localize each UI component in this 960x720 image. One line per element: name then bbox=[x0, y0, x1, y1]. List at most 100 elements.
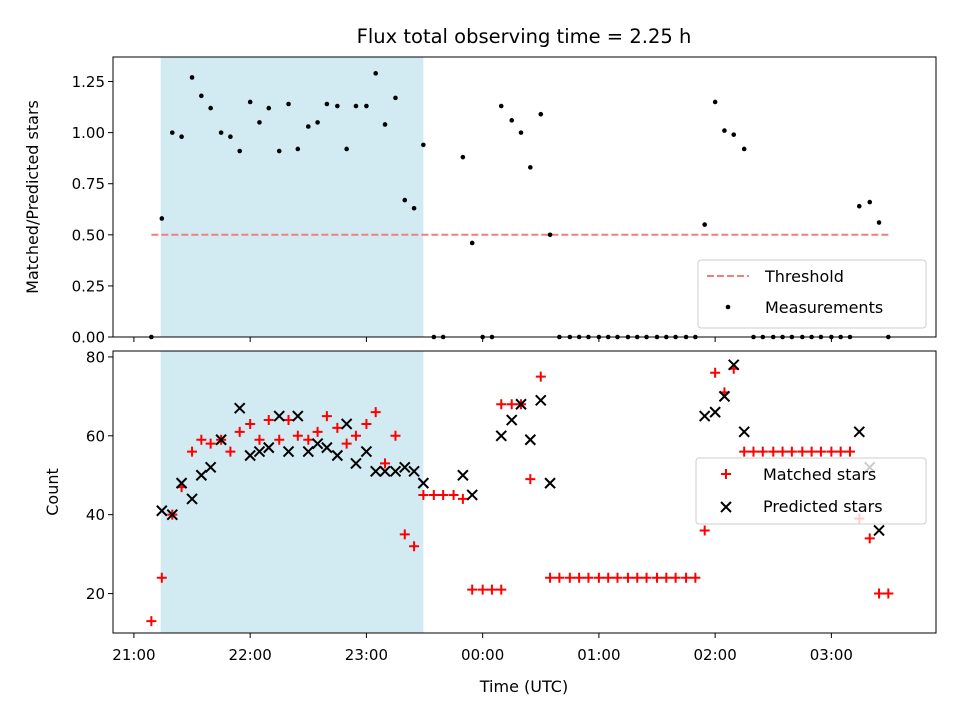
measurement-point bbox=[344, 146, 349, 152]
matched-star-point bbox=[603, 572, 614, 583]
matched-star-point bbox=[254, 434, 265, 445]
predicted-star-point bbox=[408, 465, 420, 478]
measurement-point bbox=[547, 232, 553, 238]
measurement-point bbox=[712, 99, 718, 105]
measurement-point bbox=[159, 216, 165, 221]
matched-star-point bbox=[883, 588, 894, 599]
measurement-point bbox=[324, 101, 330, 107]
matched-star-point bbox=[632, 572, 643, 583]
y-tick-label-0-2: 0.50 bbox=[72, 226, 105, 244]
matched-star-point bbox=[418, 489, 429, 500]
measurement-point bbox=[228, 134, 233, 140]
matched-star-point bbox=[312, 426, 323, 437]
x-tick-label-1: 22:00 bbox=[229, 646, 272, 664]
matched-star-point bbox=[652, 572, 663, 583]
y-tick-label-0-0: 0.00 bbox=[72, 329, 105, 347]
x-axis-ticks: 21:00 22:00 23:00 00:00 01:00 02:00 03:00 bbox=[112, 646, 853, 664]
matched-star-point bbox=[661, 572, 672, 583]
ratio-panel-ticks: 0.00 0.25 0.50 0.75 1.00 1.25 bbox=[72, 73, 832, 347]
matched-star-point bbox=[274, 434, 285, 445]
matched-star-point bbox=[681, 572, 692, 583]
measurement-point bbox=[286, 101, 291, 107]
measurement-point bbox=[856, 203, 862, 209]
predicted-star-point bbox=[389, 465, 402, 478]
measurement-point bbox=[518, 130, 524, 135]
predicted-star-point bbox=[282, 445, 295, 458]
matched-star-point bbox=[332, 422, 343, 433]
legend-predicted-swatch bbox=[720, 501, 732, 513]
legend-matched-label: Matched stars bbox=[763, 465, 876, 484]
matched-star-point bbox=[593, 572, 604, 583]
predicted-star-point bbox=[709, 406, 721, 418]
matched-star-point bbox=[245, 418, 256, 429]
predicted-star-point bbox=[273, 410, 285, 422]
ratio-legend-box bbox=[697, 259, 927, 329]
figure-title: Flux total observing time = 2.25 h bbox=[357, 25, 692, 48]
count-panel: 20 40 60 80 Count Matched stars Predicted s… bbox=[43, 348, 937, 638]
predicted-star-point bbox=[417, 477, 430, 489]
measurement-point bbox=[208, 105, 213, 111]
predicted-star-point bbox=[515, 398, 527, 410]
matched-star-point bbox=[196, 434, 207, 445]
matched-star-point bbox=[757, 446, 768, 457]
matched-star-point bbox=[806, 446, 817, 457]
y-tick-label-0-5: 1.25 bbox=[72, 73, 105, 91]
predicted-star-point bbox=[506, 414, 518, 426]
measurement-point bbox=[731, 132, 737, 137]
matched-star-point bbox=[797, 446, 808, 457]
count-panel-ticks: 20 40 60 80 bbox=[86, 348, 832, 638]
measurement-point bbox=[509, 118, 515, 123]
measurement-point bbox=[169, 130, 175, 135]
matched-star-point bbox=[283, 415, 294, 426]
predicted-star-point bbox=[331, 449, 344, 462]
matched-star-point bbox=[506, 399, 517, 410]
matched-star-point bbox=[786, 446, 797, 457]
legend-matched-swatch bbox=[721, 469, 731, 479]
measurement-point bbox=[257, 120, 262, 125]
matched-star-point bbox=[874, 588, 885, 599]
predicted-star-point bbox=[350, 457, 362, 470]
matched-star-point bbox=[486, 584, 497, 595]
predicted-star-point bbox=[156, 505, 168, 517]
matched-star-point bbox=[844, 446, 855, 457]
matched-star-point bbox=[710, 367, 721, 378]
y-tick-label-1-2: 60 bbox=[86, 427, 105, 445]
predicted-star-point bbox=[204, 461, 217, 474]
measurement-point bbox=[411, 205, 417, 211]
matched-star-point bbox=[409, 541, 420, 552]
predicted-star-point bbox=[738, 426, 750, 438]
predicted-star-point bbox=[466, 489, 478, 501]
predicted-star-point bbox=[360, 445, 373, 458]
matched-star-point bbox=[390, 430, 401, 441]
count-panel-ylabel: Count bbox=[43, 468, 62, 516]
matched-star-point bbox=[225, 446, 236, 457]
legend-measurements-label: Measurements bbox=[765, 298, 883, 317]
matched-star-point bbox=[835, 446, 846, 457]
matched-star-point bbox=[574, 572, 585, 583]
matched-star-point bbox=[477, 584, 488, 595]
measurement-point bbox=[179, 134, 184, 140]
predicted-star-point bbox=[175, 477, 188, 489]
predicted-star-point bbox=[457, 469, 469, 481]
matched-star-point bbox=[768, 446, 779, 457]
predicted-star-point bbox=[728, 359, 740, 371]
predicted-star-point bbox=[302, 445, 314, 458]
measurement-point bbox=[393, 95, 398, 101]
matched-star-point bbox=[641, 572, 652, 583]
matched-star-point bbox=[777, 446, 788, 457]
measurement-point bbox=[702, 222, 707, 227]
measurement-point bbox=[199, 93, 204, 99]
predicted-star-point bbox=[495, 430, 507, 442]
matched-star-point bbox=[428, 489, 439, 500]
matched-star-point bbox=[564, 572, 575, 583]
measurement-point bbox=[421, 142, 426, 148]
legend-measurements-swatch bbox=[725, 304, 731, 310]
matched-star-point bbox=[263, 415, 274, 426]
matched-star-point bbox=[467, 584, 478, 595]
predicted-star-point bbox=[340, 418, 353, 430]
matched-star-point bbox=[670, 572, 681, 583]
matched-star-point bbox=[187, 446, 198, 457]
ratio-panel: 0.00 0.25 0.50 0.75 1.00 1.25 Matched/Predict… bbox=[23, 56, 937, 347]
observing-span-bottom bbox=[160, 351, 424, 633]
